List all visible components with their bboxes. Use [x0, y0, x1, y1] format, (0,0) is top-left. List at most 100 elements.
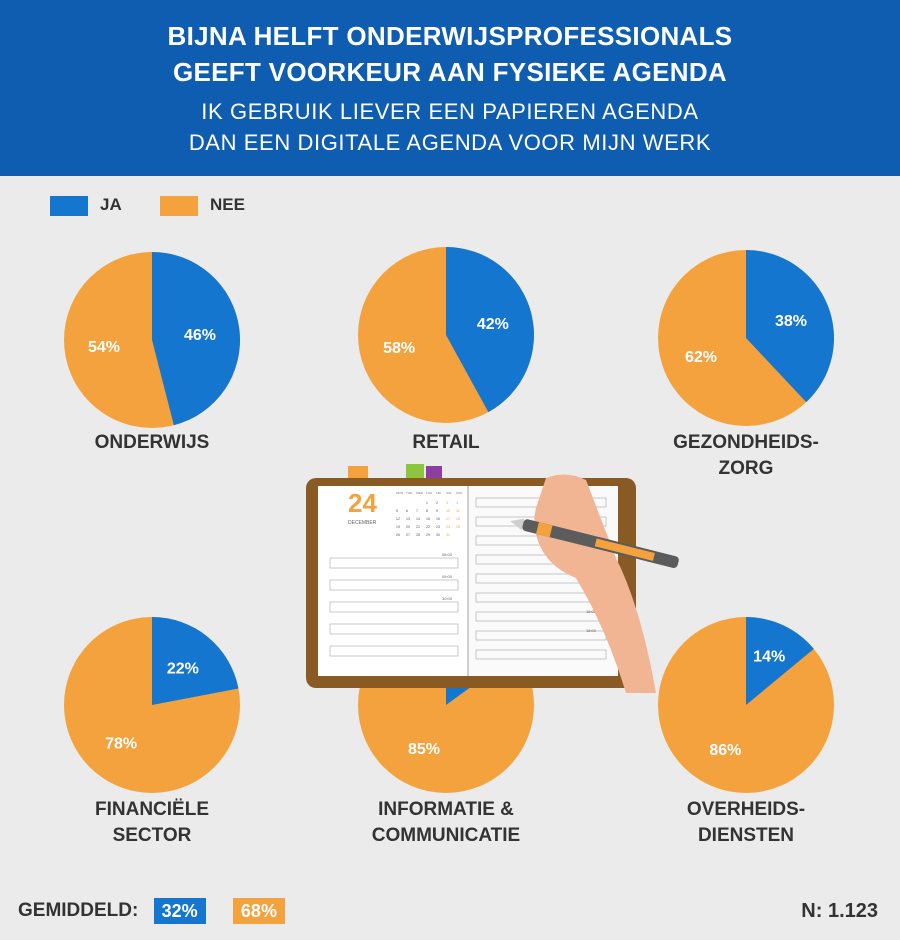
- pie-category-label-line: ZORG: [718, 458, 774, 479]
- pie-slice-ja: [746, 617, 814, 705]
- pie-retail: 42% 58%: [358, 247, 534, 423]
- mini-calendar-date: 11: [456, 509, 460, 513]
- mini-calendar-date: 15: [426, 517, 430, 521]
- mini-calendar-date: 26: [396, 533, 400, 537]
- mini-calendar-weekday: FRI: [436, 491, 441, 495]
- legend-label-nee: NEE: [210, 195, 245, 214]
- pie-value-nee: 85%: [408, 741, 440, 758]
- pie-onderwijs: 46% 54%: [64, 252, 241, 428]
- mini-calendar-weekday: TUE: [406, 491, 412, 495]
- calendar-day: 24: [348, 488, 377, 518]
- pie-category-label-line: ONDERWIJS: [94, 432, 210, 453]
- title-line-1: BIJNA HELFT ONDERWIJSPROFESSIONALS: [167, 21, 733, 51]
- pie-category-label: GEZONDHEIDS- ZORG: [616, 430, 876, 482]
- mini-calendar-date: 22: [426, 525, 430, 529]
- mini-calendar-date: 9: [436, 509, 438, 513]
- mini-calendar-weekday: SUN: [456, 491, 462, 495]
- pie-category-label-line: RETAIL: [412, 432, 480, 453]
- header-banner: BIJNA HELFT ONDERWIJSPROFESSIONALS GEEFT…: [0, 0, 900, 176]
- pie-category-label-line: DIENSTEN: [697, 825, 795, 846]
- agenda-time: 08:00: [442, 552, 453, 557]
- agenda-left-page: [318, 486, 468, 676]
- mini-calendar-date: 31: [446, 533, 450, 537]
- mini-calendar-weekday: THU: [426, 491, 432, 495]
- agenda-time: 10:00: [442, 596, 453, 601]
- pie-category-label-line: OVERHEIDS-: [686, 799, 806, 820]
- pie-value-nee: 58%: [383, 340, 415, 357]
- pie-value-nee: 86%: [709, 742, 741, 759]
- pie-category-label-line: INFORMATIE &: [378, 799, 514, 820]
- pie-category-label-line: SECTOR: [112, 825, 192, 846]
- calendar-month: DECEMBER: [348, 520, 377, 526]
- agenda-time: 09:00: [442, 574, 453, 579]
- mini-calendar-date: 12: [396, 517, 400, 521]
- page-title: BIJNA HELFT ONDERWIJSPROFESSIONALS GEEFT…: [0, 18, 900, 90]
- agenda-slot: [329, 623, 459, 635]
- subtitle-line-2: DAN EEN DIGITALE AGENDA VOOR MIJN WERK: [188, 130, 712, 155]
- pie-gezondheids-zorg: 38% 62%: [658, 250, 835, 426]
- pie-value-ja: 22%: [167, 661, 199, 678]
- pie-slice-ja: [152, 252, 241, 426]
- pie-category-label: INFORMATIE & COMMUNICATIE: [316, 797, 576, 849]
- mini-calendar-date: 6: [406, 509, 408, 513]
- mini-calendar-date: 20: [406, 525, 410, 529]
- agenda-slot: [475, 649, 607, 660]
- agenda-slot: [329, 601, 459, 613]
- mini-calendar-date: 16: [436, 517, 440, 521]
- agenda-time: 18:00: [586, 628, 597, 633]
- mini-calendar-date: 27: [406, 533, 410, 537]
- mini-calendar-date: 3: [446, 501, 448, 505]
- page-subtitle: IK GEBRUIK LIEVER EEN PAPIEREN AGENDA DA…: [0, 96, 900, 158]
- average-row: GEMIDDELD: 32% 68%: [18, 897, 285, 925]
- mini-calendar-date: 28: [416, 533, 420, 537]
- pie-value-ja: 42%: [477, 316, 509, 333]
- mini-calendar-date: 19: [396, 525, 400, 529]
- pie-value-nee: 62%: [685, 349, 717, 366]
- mini-calendar-weekday: WED: [416, 491, 424, 495]
- mini-calendar-date: 18: [456, 517, 460, 521]
- pie-category-label-line: FINANCIËLE: [95, 799, 209, 820]
- mini-calendar-weekday: MON: [396, 491, 403, 495]
- mini-calendar-date: 5: [396, 509, 398, 513]
- pie-value-ja: 46%: [184, 327, 216, 344]
- mini-calendar-date: 30: [436, 533, 440, 537]
- sample-size: N: 1.123: [801, 900, 878, 922]
- subtitle-line-1: IK GEBRUIK LIEVER EEN PAPIEREN AGENDA: [201, 99, 699, 124]
- mini-calendar-date: 14: [416, 517, 420, 521]
- pie-value-ja: 14%: [753, 649, 785, 666]
- mini-calendar-date: 23: [436, 525, 440, 529]
- legend-swatch-ja: [50, 195, 88, 216]
- pie-category-label: OVERHEIDS- DIENSTEN: [616, 797, 876, 849]
- mini-calendar-date: 2: [436, 501, 438, 505]
- mini-calendar-date: 10: [446, 509, 450, 513]
- pie-value-nee: 78%: [105, 735, 137, 752]
- mini-calendar-date: 7: [416, 509, 418, 513]
- legend-label-ja: JA: [100, 195, 122, 214]
- pie-slice-ja: [152, 617, 239, 705]
- mini-calendar-date: 17: [446, 517, 450, 521]
- pie-slice-ja: [446, 247, 534, 413]
- average-label: GEMIDDELD:: [18, 900, 139, 921]
- pie-category-label: ONDERWIJS: [22, 430, 282, 456]
- mini-calendar-date: 25: [456, 525, 460, 529]
- legend-item-ja: JA: [50, 194, 122, 216]
- pie-financiele-sector: 22% 78%: [64, 617, 240, 793]
- title-line-2: GEEFT VOORKEUR AAN FYSIEKE AGENDA: [172, 57, 728, 87]
- pie-category-label: RETAIL: [316, 430, 576, 456]
- agenda-left-lines: 08:00 09:00 10:00: [329, 552, 459, 657]
- pie-overheids-diensten: 14% 86%: [658, 617, 834, 793]
- agenda-slot: [329, 579, 459, 591]
- pie-category-label: FINANCIËLE SECTOR: [22, 797, 282, 849]
- average-nee-badge: 68%: [232, 897, 285, 924]
- legend-swatch-nee: [160, 195, 198, 216]
- mini-calendar-date: 24: [446, 525, 450, 529]
- mini-calendar-date: 1: [426, 501, 428, 505]
- pie-slice-ja: [746, 250, 835, 403]
- mini-calendar-date: 8: [426, 509, 428, 513]
- pie-category-label-line: COMMUNICATIE: [371, 825, 521, 846]
- pie-value-nee: 54%: [88, 339, 120, 356]
- mini-calendar-date: 13: [406, 517, 410, 521]
- mini-calendar-weekday: SAT: [446, 491, 452, 495]
- mini-calendar-date: 29: [426, 533, 430, 537]
